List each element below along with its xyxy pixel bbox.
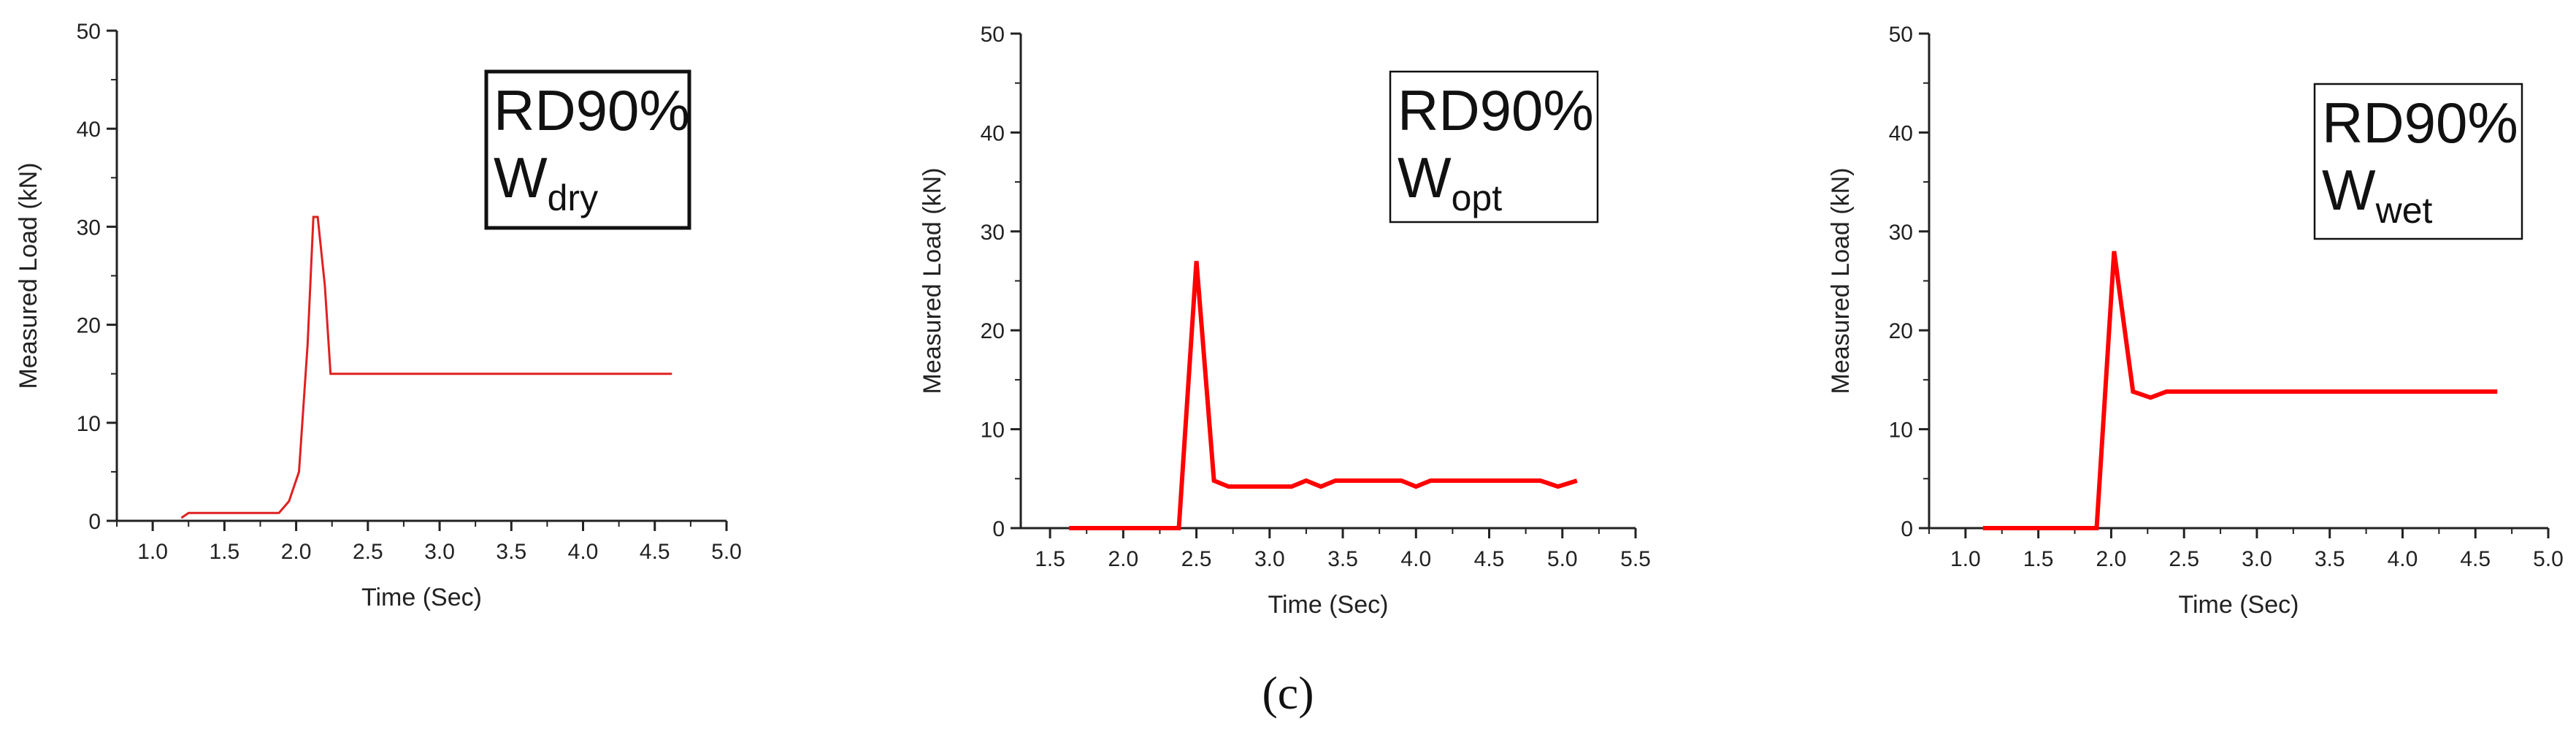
- annotation-condition-base: W: [1398, 145, 1452, 210]
- figure-caption: (c): [1262, 667, 1314, 719]
- x-tick-label: 4.5: [2460, 547, 2491, 571]
- x-axis-label: Time (Sec): [2179, 591, 2299, 619]
- annotation-box: RD90%Wdry: [484, 69, 691, 230]
- y-tick-label: 20: [981, 319, 1005, 343]
- x-tick-label: 1.5: [2023, 547, 2054, 571]
- x-tick-label: 2.0: [281, 540, 312, 564]
- x-tick-label: 4.5: [1474, 547, 1505, 571]
- annotation-condition: Wopt: [1398, 145, 1502, 218]
- x-tick-label: 2.0: [2096, 547, 2127, 571]
- y-tick-label: 50: [981, 23, 1005, 47]
- x-tick-label: 2.5: [1181, 547, 1212, 571]
- annotation-condition-subscript: dry: [548, 178, 598, 218]
- annotation-title: RD90%: [2322, 91, 2518, 155]
- x-tick-label: 5.0: [711, 540, 742, 564]
- y-tick-label: 40: [77, 118, 101, 142]
- x-tick-label: 4.0: [1400, 547, 1431, 571]
- y-tick-label: 10: [981, 419, 1005, 443]
- x-tick-label: 4.0: [2388, 547, 2418, 571]
- series-line: [1069, 261, 1578, 530]
- annotation-condition-subscript: opt: [1452, 178, 1503, 218]
- x-tick-label: 3.0: [2242, 547, 2272, 571]
- y-tick-label: 20: [77, 314, 101, 338]
- annotation-box: RD90%Wopt: [1389, 70, 1599, 224]
- x-tick-label: 1.5: [1035, 547, 1065, 571]
- x-tick-label: 1.5: [209, 540, 239, 564]
- annotation-frame: [1389, 70, 1599, 224]
- x-tick-label: 5.5: [1620, 547, 1651, 571]
- y-tick-label: 50: [1889, 23, 1913, 47]
- y-tick-label: 10: [77, 412, 101, 436]
- x-tick-label: 1.0: [137, 540, 168, 564]
- y-tick-label: 30: [77, 215, 101, 240]
- annotation-frame: [2313, 83, 2523, 240]
- x-tick-label: 3.5: [2315, 547, 2345, 571]
- y-tick-label: 40: [1889, 121, 1913, 145]
- y-axis-label: Measured Load (kN): [1827, 168, 1855, 394]
- x-tick-label: 3.0: [1254, 547, 1285, 571]
- x-axis-label: Time (Sec): [361, 584, 482, 611]
- annotation-title: RD90%: [494, 78, 690, 142]
- y-axis-label: Measured Load (kN): [919, 168, 946, 394]
- annotation-box: RD90%Wwet: [2313, 83, 2523, 240]
- annotation-condition-base: W: [2322, 158, 2376, 222]
- x-tick-label: 2.5: [353, 540, 383, 564]
- x-axis-label: Time (Sec): [1268, 591, 1389, 619]
- y-tick-label: 0: [992, 517, 1005, 541]
- x-tick-label: 2.5: [2169, 547, 2199, 571]
- x-tick-label: 4.0: [568, 540, 599, 564]
- x-tick-label: 2.0: [1108, 547, 1138, 571]
- y-tick-label: 10: [1889, 419, 1913, 443]
- y-tick-label: 30: [981, 221, 1005, 245]
- x-tick-label: 3.0: [424, 540, 455, 564]
- y-tick-label: 20: [1889, 319, 1913, 343]
- annotation-condition: Wdry: [494, 145, 598, 218]
- x-tick-label: 4.5: [640, 540, 670, 564]
- y-axis-label: Measured Load (kN): [15, 163, 42, 389]
- chart-panels: 0 10 20 30 40 50 1.0 1.5 2.0 2.5 3.0 3.5 4.0 4.5 5.0 Ti…: [15, 20, 2564, 619]
- y-tick-label: 30: [1889, 221, 1913, 245]
- annotation-title: RD90%: [1398, 78, 1594, 142]
- chart-panel-1: 0 10 20 30 40 50 1.0 1.5 2.0 2.5 3.0 3.5 4.0 4.5 5.0 Ti…: [15, 20, 742, 611]
- x-tick-label: 1.0: [1950, 547, 1981, 571]
- x-tick-label: 3.5: [496, 540, 526, 564]
- annotation-condition-base: W: [494, 145, 548, 210]
- y-tick-label: 40: [981, 121, 1005, 145]
- x-tick-label: 5.0: [1547, 547, 1578, 571]
- annotation-condition: Wwet: [2322, 158, 2433, 231]
- annotation-frame: [484, 69, 691, 230]
- chart-panel-3: 0 10 20 30 40 50 1.0 1.5 2.0 2.5 3.0 3.5 4.0 4.5 5.0 Ti…: [1827, 23, 2564, 619]
- series-line: [1982, 251, 2498, 530]
- chart-panel-2: 0 10 20 30 40 50 1.5 2.0 2.5 3.0 3.5 4.0 4.5 5.0 5.5 Ti…: [919, 23, 1651, 619]
- series-line: [180, 215, 672, 519]
- y-tick-label: 0: [1901, 517, 1913, 541]
- annotation-condition-subscript: wet: [2375, 190, 2433, 231]
- x-tick-label: 5.0: [2533, 547, 2564, 571]
- x-tick-label: 3.5: [1327, 547, 1358, 571]
- y-tick-label: 50: [77, 20, 101, 44]
- y-tick-label: 0: [88, 510, 101, 534]
